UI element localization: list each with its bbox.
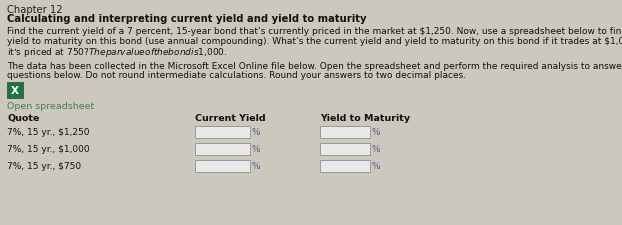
Text: %: % [372,127,381,136]
Text: 7%, 15 yr., $1,250: 7%, 15 yr., $1,250 [7,127,90,136]
Text: yield to maturity on this bond (use annual compounding). What’s the current yiel: yield to maturity on this bond (use annu… [7,36,622,45]
Text: Current Yield: Current Yield [195,113,266,122]
Text: questions below. Do not round intermediate calculations. Round your answers to t: questions below. Do not round intermedia… [7,71,466,80]
Text: %: % [252,161,261,170]
Text: %: % [252,127,261,136]
FancyBboxPatch shape [320,143,370,155]
Text: X: X [11,86,19,96]
Text: %: % [372,161,381,170]
FancyBboxPatch shape [195,160,250,172]
Text: 7%, 15 yr., $750: 7%, 15 yr., $750 [7,161,81,170]
Text: it’s priced at $750? The par value of the bond is $1,000.: it’s priced at $750? The par value of th… [7,46,228,59]
FancyBboxPatch shape [320,160,370,172]
Text: Quote: Quote [7,113,39,122]
Text: Find the current yield of a 7 percent, 15-year bond that’s currently priced in t: Find the current yield of a 7 percent, 1… [7,27,622,36]
Text: Calculating and interpreting current yield and yield to maturity: Calculating and interpreting current yie… [7,14,366,24]
Text: Chapter 12: Chapter 12 [7,5,63,15]
FancyBboxPatch shape [195,126,250,138]
Text: 7%, 15 yr., $1,000: 7%, 15 yr., $1,000 [7,144,90,153]
Text: Yield to Maturity: Yield to Maturity [320,113,410,122]
Text: Open spreadsheet: Open spreadsheet [7,101,95,110]
FancyBboxPatch shape [7,83,23,99]
Text: %: % [252,144,261,153]
FancyBboxPatch shape [195,143,250,155]
Text: The data has been collected in the Microsoft Excel Online file below. Open the s: The data has been collected in the Micro… [7,62,622,71]
FancyBboxPatch shape [320,126,370,138]
Text: %: % [372,144,381,153]
